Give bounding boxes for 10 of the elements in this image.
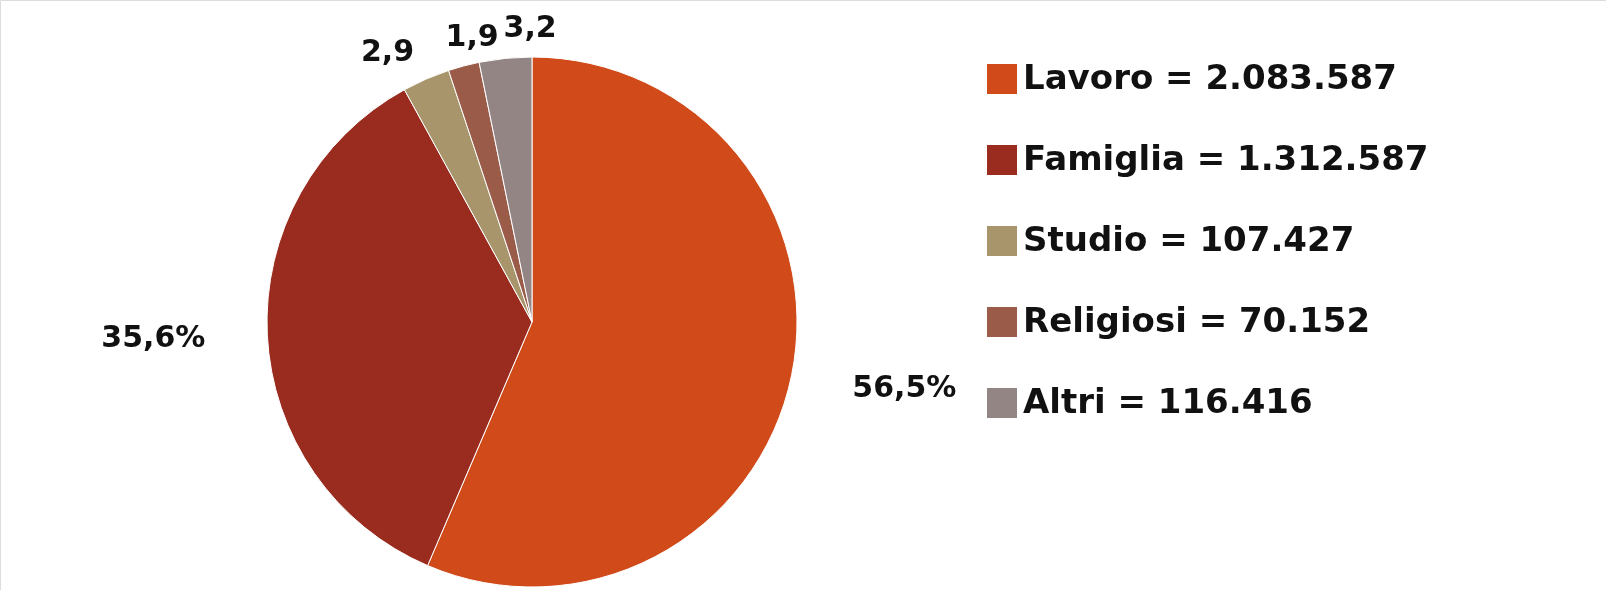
data-label: 35,6% xyxy=(101,318,206,354)
legend-label: Famiglia = 1.312.587 xyxy=(1023,138,1429,178)
data-label: 2,9 xyxy=(360,32,415,68)
legend-label: Lavoro = 2.083.587 xyxy=(1023,57,1397,97)
data-label: 1,9 xyxy=(445,17,499,53)
legend-label: Altri = 116.416 xyxy=(1023,381,1313,421)
data-label: 3,2 xyxy=(503,9,557,45)
data-label: 56,5% xyxy=(852,368,957,404)
legend-label: Studio = 107.427 xyxy=(1023,219,1355,259)
legend-label: Religiosi = 70.152 xyxy=(1023,300,1371,340)
